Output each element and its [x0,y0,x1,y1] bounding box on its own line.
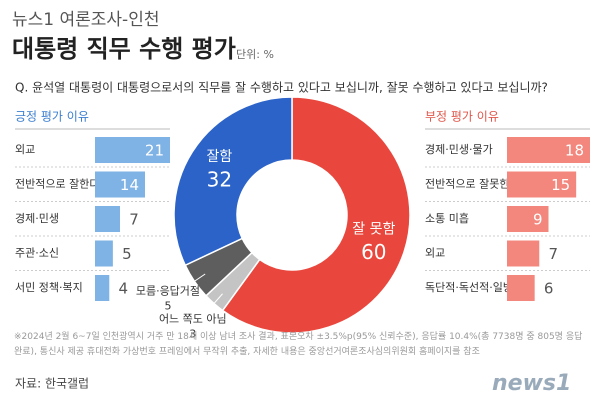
category-label: 경제·민생 [15,212,59,225]
category-label: 전반적으로 잘한다 [15,178,99,191]
source: 자료: 한국갤럽 [15,377,89,391]
bar [507,240,540,267]
slice-label: 잘 못함 [352,222,395,238]
logo: news1 [492,371,571,396]
category-label: 전반적으로 잘못한다 [425,178,520,191]
panel-title: 긍정 평가 이유 [15,110,89,124]
bar [507,171,577,198]
footnote: ※2024년 2월 6~7일 인천광역시 거주 만 18세 이상 남녀 조사 결… [14,332,583,357]
slice-label: 어느 쪽도 아님 [159,313,227,326]
bar [95,240,113,267]
bar [95,171,145,198]
kicker: 뉴스1 여론조사-인천 [12,10,159,30]
value-label: 18 [565,142,584,160]
category-label: 서민 정책·복지 [15,281,83,294]
donut-slice [173,96,293,267]
value-label: 7 [549,245,559,263]
bar [507,137,590,163]
category-label: 외교 [15,143,35,156]
bar [95,275,110,301]
title: 대통령 직무 수행 평가 [12,35,236,63]
leader-line [205,293,223,313]
slice-label: 잘함 [207,149,233,165]
category-label: 소통 미흡 [425,211,469,225]
value-label: 9 [533,211,543,229]
bar [95,206,120,232]
slice-value: 3 [189,328,196,341]
slice-value: 60 [361,240,386,264]
panel-title: 부정 평가 이유 [425,110,499,124]
value-label: 5 [122,245,132,263]
category-label: 경제·민생·물가 [425,143,493,156]
value-label: 14 [120,176,139,194]
donut-slice [221,96,411,334]
question: Q. 윤석열 대통령이 대통령으로서의 직무를 잘 수행하고 있다고 보십니까,… [15,80,548,95]
bar [95,137,170,163]
value-label: 21 [145,142,164,160]
slice-label: 모름·응답거절 [136,284,200,297]
value-label: 6 [544,280,554,298]
unit: 단위: % [236,48,274,61]
bar [507,275,535,301]
leader-line [184,273,206,289]
category-label: 주관·소신 [15,247,59,260]
value-label: 15 [551,176,570,194]
category-label: 외교 [425,247,445,260]
slice-value: 5 [164,299,171,312]
bar [507,206,549,232]
value-label: 7 [129,211,139,229]
slice-value: 32 [207,167,232,191]
value-label: 4 [119,280,129,298]
category-label: 독단적·독선적·일방적 [425,280,523,294]
